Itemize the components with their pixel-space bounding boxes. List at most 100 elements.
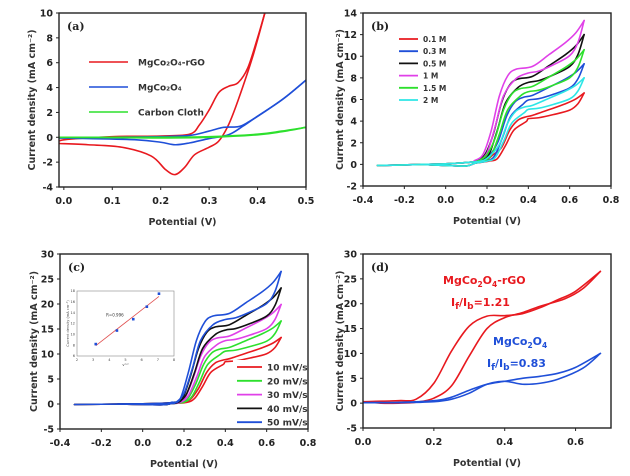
- x-tick-label: 0.4: [520, 195, 537, 206]
- x-tick-label: 0.2: [152, 196, 169, 207]
- inset-y-tick-label: 8: [73, 343, 75, 347]
- legend-label: 1.5 M: [423, 84, 446, 93]
- y-axis-title: Current density (mA cm⁻²): [29, 271, 40, 412]
- y-tick-label: 0: [46, 133, 53, 144]
- legend-label: 40 mV/s: [267, 405, 308, 415]
- inset-y-tick-label: 12: [71, 322, 75, 326]
- y-tick-label: 6: [350, 95, 357, 106]
- y-tick-label: 15: [344, 324, 357, 335]
- y-tick-label: 15: [41, 325, 54, 336]
- inset-data-point: [115, 329, 119, 332]
- y-tick-label: 12: [344, 30, 357, 41]
- legend-label: Carbon Cloth: [138, 109, 204, 119]
- annotation-part: =1.21: [474, 296, 510, 309]
- series-3-forward-sweep: [376, 19, 585, 167]
- inset-x-tick-label: 6: [141, 358, 143, 362]
- inset-data-point: [157, 292, 161, 296]
- inset-data-point: [145, 305, 149, 309]
- x-tick-label: 0.8: [603, 195, 620, 206]
- y-tick-label: 4: [350, 117, 357, 128]
- inset-data-point: [131, 317, 135, 321]
- annotation-part: -rGO: [497, 274, 525, 287]
- panel-d: -5 0 5 10 15 20 25 30 0.0 0.2 0.4 0.6 Potential (V) C…: [335, 250, 612, 469]
- inset-annotation: R=0.996: [106, 312, 124, 317]
- x-tick-label: 0.4: [496, 437, 513, 448]
- legend-label: 0.3 M: [423, 47, 446, 56]
- annotation-part: 4: [542, 341, 547, 350]
- y-tick-label: 14: [344, 9, 358, 20]
- y-axis-title: Current density (mA cm⁻²): [27, 29, 38, 170]
- x-axis-title: Potential (V): [150, 459, 218, 470]
- annotation-part: O: [483, 274, 492, 287]
- panel-a: -4 -2 0 2 4 6 8 10 0.0 0.1 0.2 0.3 0.4 0.5 Potential (…: [27, 9, 314, 229]
- series-5-reverse-sweep: [420, 77, 585, 167]
- inset-fit-line: [95, 296, 160, 347]
- annotation-part: b: [503, 363, 510, 373]
- panel-label: (a): [67, 20, 85, 33]
- plot-frame: [58, 12, 307, 188]
- legend-label: 1 M: [423, 72, 438, 81]
- curves: [59, 13, 306, 176]
- annotation-formula: MgCo2O4: [493, 335, 547, 350]
- y-tick-label: 10: [344, 349, 358, 360]
- x-tick-label: 0.3: [201, 196, 218, 207]
- x-tick-label: 0.8: [300, 438, 317, 449]
- annotation-formula: MgCo2O4-rGO: [443, 274, 526, 289]
- x-tick-label: 0.0: [437, 195, 454, 206]
- annotation-part: O: [533, 335, 542, 348]
- inset-y-tick-label: 18: [71, 289, 75, 293]
- inset-y-axis-title: Current density (mA cm⁻²): [66, 300, 70, 347]
- y-tick-label: 5: [47, 375, 54, 386]
- legend-label: MgCo₂O₄-rGO: [138, 59, 205, 69]
- y-tick-label: 5: [350, 374, 357, 385]
- y-tick-label: -4: [42, 183, 53, 194]
- series-5-forward-sweep: [376, 77, 585, 167]
- y-tick-label: -5: [346, 424, 357, 435]
- x-tick-label: 0.6: [567, 437, 584, 448]
- inset-x-tick-label: 4: [108, 358, 111, 362]
- x-tick-label: 0.2: [176, 438, 193, 449]
- panel-b: -2 0 2 4 6 8 10 12 14 -0.4 -0.2 0.0 0.2 0.4 0.6 0.8 Pote…: [335, 9, 620, 228]
- x-tick-label: 0.6: [561, 195, 578, 206]
- x-tick-label: 0.0: [134, 438, 151, 449]
- y-tick-label: -2: [346, 182, 357, 193]
- panel-label: (d): [371, 261, 389, 274]
- x-tick-label: 0.0: [355, 437, 372, 448]
- x-axis-title: Potential (V): [453, 458, 521, 469]
- y-tick-label: 20: [41, 300, 55, 311]
- curves: [73, 270, 282, 406]
- x-tick-label: 0.5: [298, 196, 315, 207]
- y-tick-label: 4: [46, 83, 53, 94]
- legend-label: 50 mV/s: [267, 419, 308, 429]
- y-tick-label: 2: [46, 108, 53, 119]
- series-1-reverse-sweep: [363, 352, 602, 404]
- series-0-reverse-sweep: [59, 13, 266, 176]
- inset-chart: 2 3 4 5 6 7 8 6 8 10 12 14 16 18 v¹ᐟ² Current density (…: [66, 289, 175, 367]
- x-tick-label: 0.4: [217, 438, 234, 449]
- inset-x-tick-label: 2: [76, 358, 78, 362]
- y-tick-label: -5: [43, 425, 54, 436]
- series-0-forward-sweep: [59, 13, 266, 145]
- y-tick-label: 8: [46, 33, 53, 44]
- inset-x-tick-label: 7: [157, 358, 159, 362]
- x-tick-label: -0.4: [353, 195, 374, 206]
- inset-y-tick-label: 10: [71, 333, 75, 337]
- series-1-reverse-sweep: [59, 79, 306, 146]
- y-axis-title: Current density (mA cm⁻²): [335, 29, 346, 170]
- y-tick-label: 25: [41, 275, 54, 286]
- annotation-part: b: [467, 302, 474, 312]
- legend-label: 0.1 M: [423, 35, 446, 44]
- legend-label: 0.5 M: [423, 59, 446, 68]
- annotation-part: MgCo: [443, 274, 478, 287]
- y-tick-label: 20: [344, 299, 358, 310]
- y-tick-label: 6: [46, 58, 53, 69]
- y-tick-label: 0: [47, 400, 54, 411]
- y-tick-label: 10: [344, 52, 358, 63]
- annotation-part: 2: [477, 280, 482, 289]
- series-4-forward-sweep: [73, 270, 282, 406]
- series-0-forward-sweep: [363, 270, 602, 403]
- inset-y-tick-label: 14: [71, 311, 76, 315]
- inset-x-tick-label: 3: [92, 358, 94, 362]
- panel-label: (b): [371, 20, 389, 33]
